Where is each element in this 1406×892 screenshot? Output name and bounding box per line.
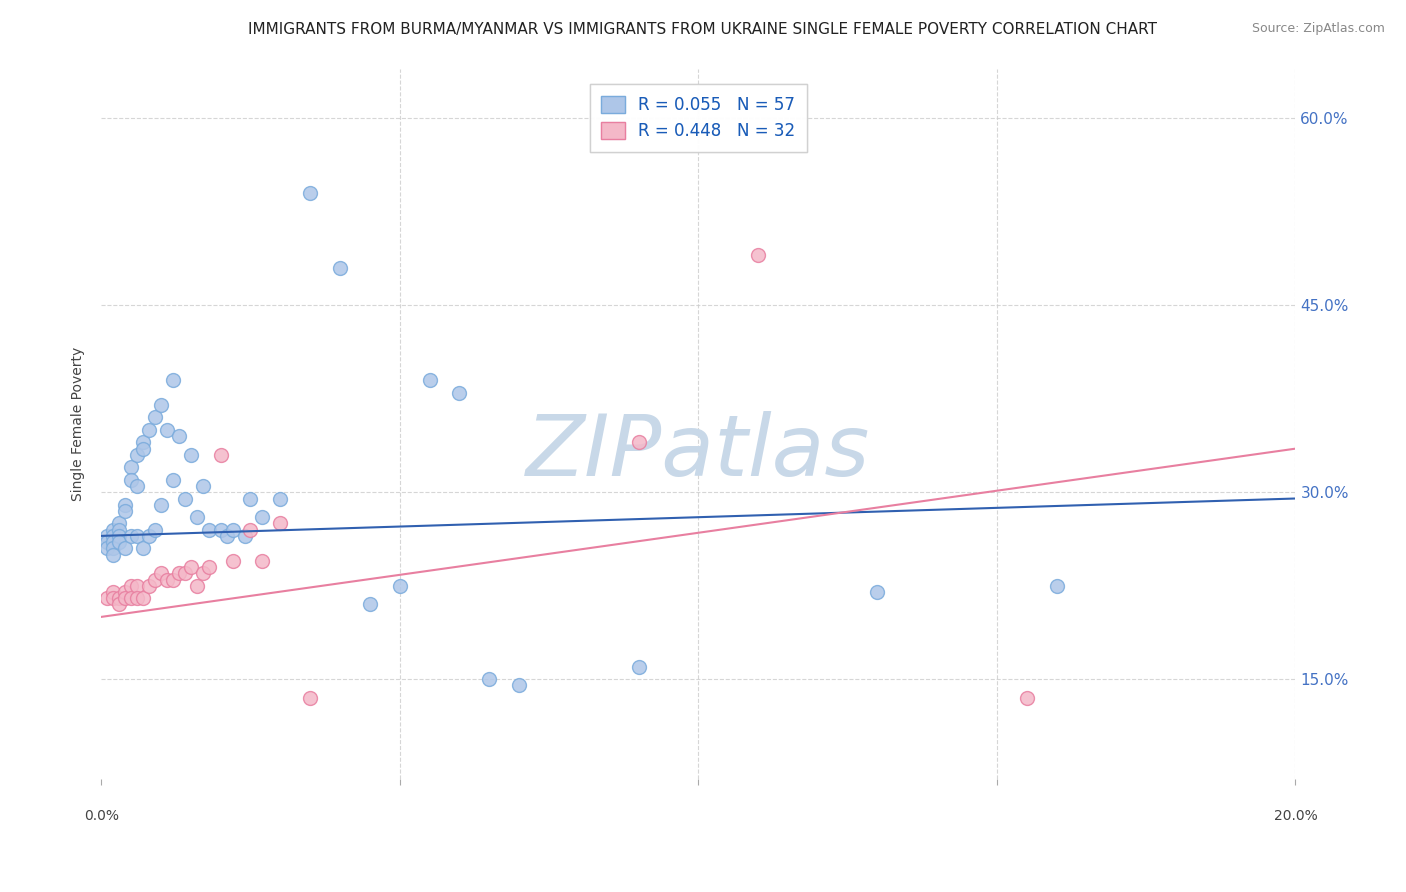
Point xyxy=(156,573,179,587)
Point xyxy=(114,504,136,518)
Point xyxy=(191,566,214,581)
Point xyxy=(101,591,124,606)
Point xyxy=(96,529,118,543)
Point xyxy=(108,523,131,537)
Point xyxy=(167,566,190,581)
Point xyxy=(627,659,650,673)
Text: Source: ZipAtlas.com: Source: ZipAtlas.com xyxy=(1251,22,1385,36)
Point xyxy=(108,529,131,543)
Point xyxy=(156,423,179,437)
Point xyxy=(96,541,118,556)
Point xyxy=(186,579,208,593)
Text: 20.0%: 20.0% xyxy=(1274,809,1317,823)
Point xyxy=(143,573,166,587)
Point xyxy=(125,479,148,493)
Point xyxy=(96,591,118,606)
Point xyxy=(252,554,274,568)
Point xyxy=(101,529,124,543)
Point xyxy=(221,554,243,568)
Point xyxy=(627,435,650,450)
Point xyxy=(1015,690,1038,705)
Point xyxy=(191,479,214,493)
Text: 0.0%: 0.0% xyxy=(84,809,118,823)
Point xyxy=(233,529,256,543)
Point xyxy=(167,429,190,443)
Point xyxy=(114,585,136,599)
Point xyxy=(252,510,274,524)
Point xyxy=(162,573,184,587)
Legend: R = 0.055   N = 57, R = 0.448   N = 32: R = 0.055 N = 57, R = 0.448 N = 32 xyxy=(589,84,807,152)
Point xyxy=(186,510,208,524)
Point xyxy=(173,566,195,581)
Point xyxy=(125,448,148,462)
Point xyxy=(239,491,262,506)
Point xyxy=(101,585,124,599)
Point xyxy=(149,398,172,412)
Point xyxy=(180,560,202,574)
Point xyxy=(449,385,471,400)
Point xyxy=(108,516,131,531)
Point xyxy=(221,523,243,537)
Point xyxy=(120,579,142,593)
Point xyxy=(162,473,184,487)
Point xyxy=(143,523,166,537)
Point xyxy=(120,529,142,543)
Point xyxy=(114,541,136,556)
Point xyxy=(329,260,352,275)
Point xyxy=(866,585,889,599)
Point xyxy=(138,579,160,593)
Point xyxy=(120,591,142,606)
Point xyxy=(132,591,155,606)
Point xyxy=(747,248,769,262)
Point xyxy=(114,498,136,512)
Point xyxy=(388,579,411,593)
Point xyxy=(114,591,136,606)
Point xyxy=(120,473,142,487)
Y-axis label: Single Female Poverty: Single Female Poverty xyxy=(72,347,86,500)
Point xyxy=(149,498,172,512)
Point xyxy=(108,535,131,549)
Point xyxy=(108,598,131,612)
Point xyxy=(149,566,172,581)
Point xyxy=(138,529,160,543)
Point xyxy=(209,448,232,462)
Point xyxy=(180,448,202,462)
Point xyxy=(138,423,160,437)
Point xyxy=(269,516,291,531)
Point xyxy=(143,410,166,425)
Point xyxy=(197,523,219,537)
Point xyxy=(239,523,262,537)
Point xyxy=(162,373,184,387)
Point xyxy=(1046,579,1069,593)
Text: IMMIGRANTS FROM BURMA/MYANMAR VS IMMIGRANTS FROM UKRAINE SINGLE FEMALE POVERTY C: IMMIGRANTS FROM BURMA/MYANMAR VS IMMIGRA… xyxy=(249,22,1157,37)
Point xyxy=(299,186,322,201)
Point xyxy=(132,435,155,450)
Point xyxy=(132,442,155,456)
Point xyxy=(125,529,148,543)
Text: ZIPatlas: ZIPatlas xyxy=(526,410,870,493)
Point xyxy=(419,373,441,387)
Point xyxy=(269,491,291,506)
Point xyxy=(101,523,124,537)
Point xyxy=(101,535,124,549)
Point xyxy=(108,591,131,606)
Point xyxy=(209,523,232,537)
Point xyxy=(173,491,195,506)
Point xyxy=(359,598,381,612)
Point xyxy=(120,460,142,475)
Point xyxy=(96,535,118,549)
Point xyxy=(132,541,155,556)
Point xyxy=(215,529,238,543)
Point xyxy=(101,541,124,556)
Point xyxy=(125,579,148,593)
Point xyxy=(478,672,501,686)
Point xyxy=(299,690,322,705)
Point xyxy=(101,548,124,562)
Point xyxy=(197,560,219,574)
Point xyxy=(125,591,148,606)
Point xyxy=(508,678,530,692)
